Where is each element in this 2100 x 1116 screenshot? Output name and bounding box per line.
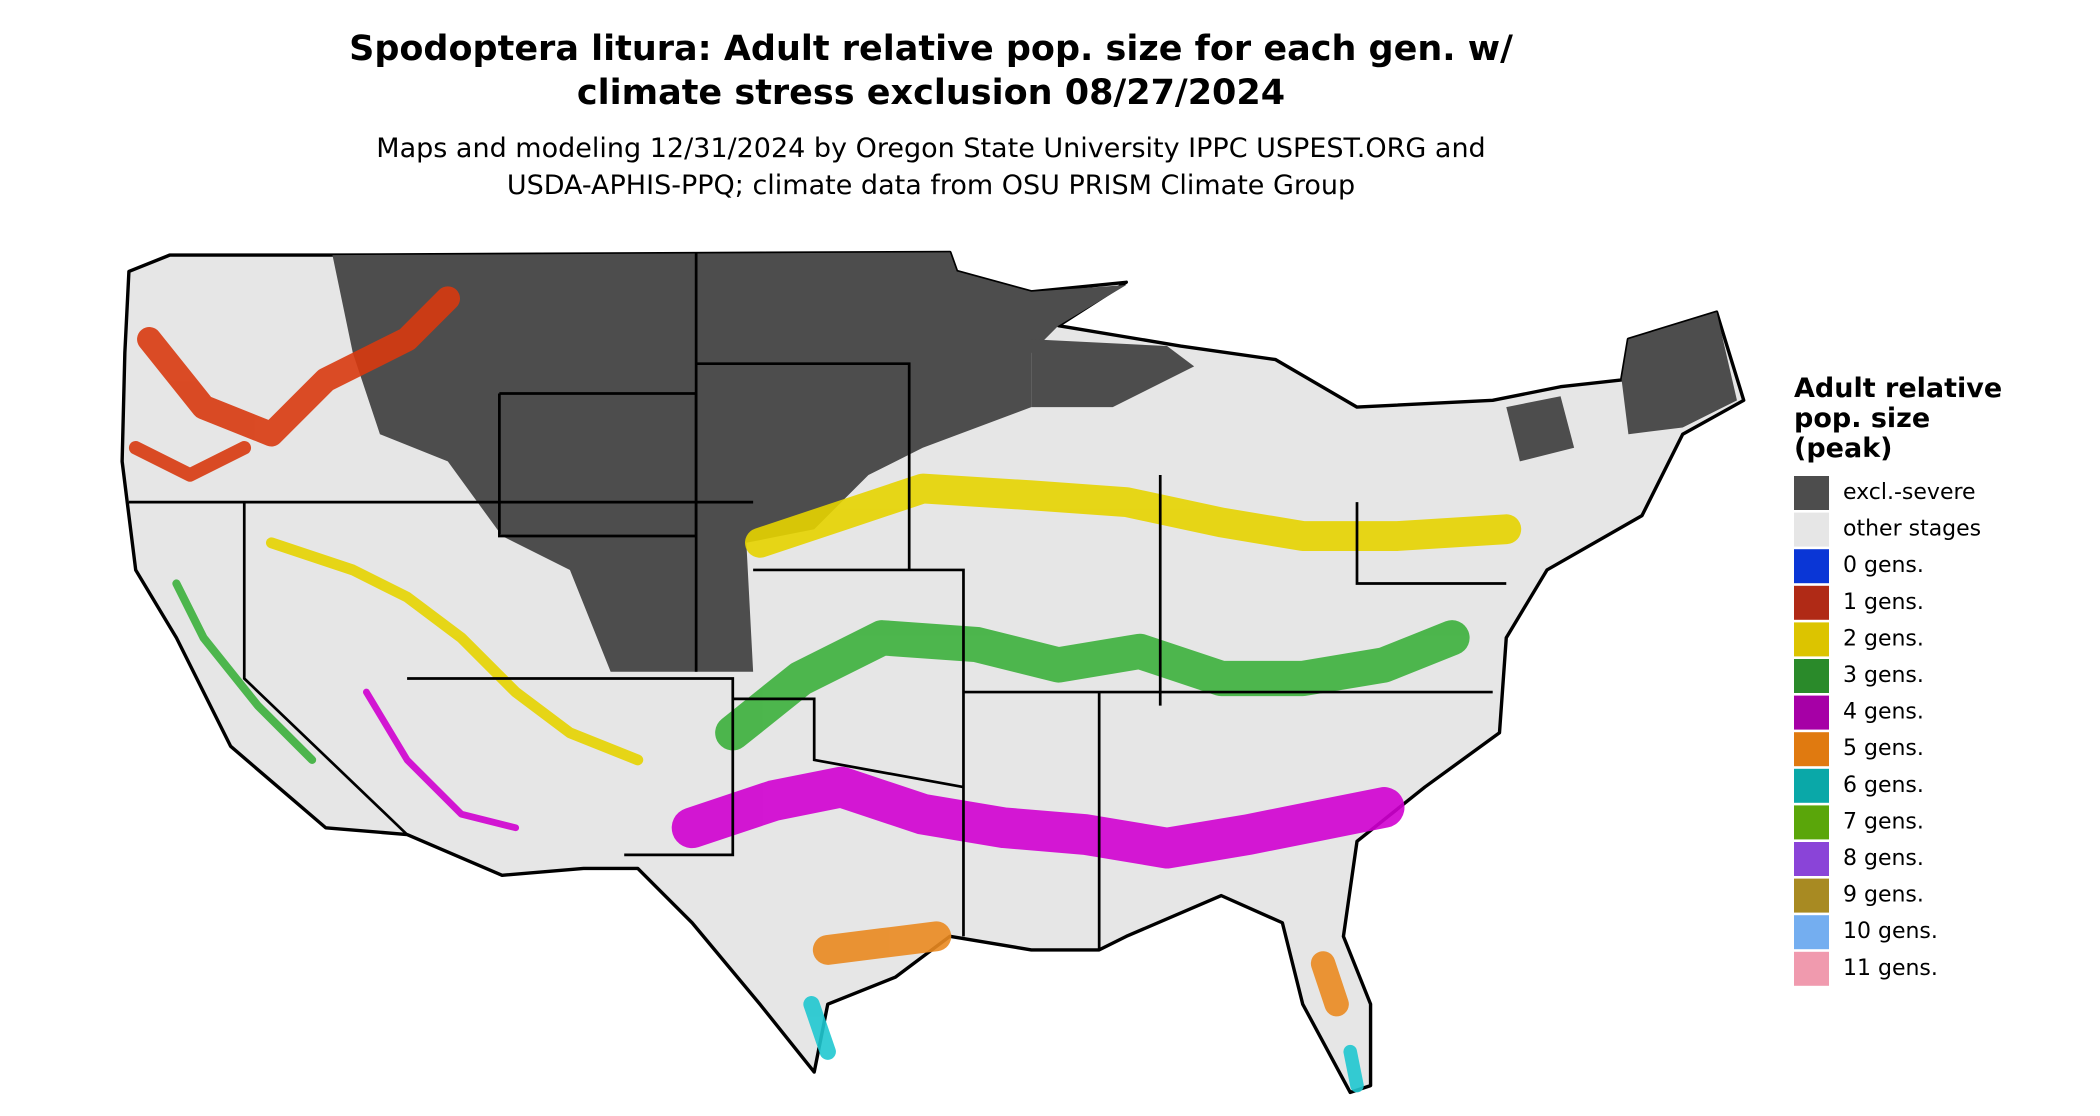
zone-4-gen bbox=[671, 766, 1405, 869]
zone-3-gen bbox=[172, 579, 317, 764]
border bbox=[407, 677, 735, 857]
zone-3-gen bbox=[715, 620, 1470, 751]
legend-label: 8 gens. bbox=[1843, 846, 1924, 871]
legend-swatch bbox=[1794, 512, 1829, 547]
legend-label: other stages bbox=[1843, 517, 1981, 542]
legend-label: 3 gens. bbox=[1843, 663, 1924, 688]
legend-swatch bbox=[1794, 695, 1829, 730]
zone-1-gen bbox=[137, 286, 461, 447]
state-borders bbox=[128, 252, 1507, 950]
legend-title-line: (peak) bbox=[1794, 433, 1893, 464]
zone-5-gen bbox=[812, 921, 952, 965]
zone-5-gen bbox=[1310, 951, 1349, 1017]
legend-label: 0 gens. bbox=[1843, 553, 1924, 578]
legend-title-line: pop. size bbox=[1794, 403, 1930, 434]
legend-swatch bbox=[1794, 768, 1829, 803]
zone-2-gen bbox=[265, 537, 644, 766]
title-line: climate stress exclusion 08/27/2024 bbox=[577, 73, 1285, 113]
legend-label: 9 gens. bbox=[1843, 883, 1924, 908]
zone-2-gen bbox=[744, 473, 1522, 558]
border bbox=[696, 362, 911, 570]
legend-title-line: Adult relative bbox=[1794, 373, 2002, 404]
legend-label: 1 gens. bbox=[1843, 590, 1924, 615]
legend-swatch bbox=[1794, 915, 1829, 950]
legend-label: excl.-severe bbox=[1843, 480, 1976, 505]
zone-1-gen bbox=[128, 441, 252, 482]
border bbox=[498, 392, 698, 538]
legend-swatch bbox=[1794, 549, 1829, 584]
legend-label: 10 gens. bbox=[1843, 919, 1938, 944]
generation-zones bbox=[128, 286, 1522, 1093]
legend-swatch bbox=[1794, 842, 1829, 876]
legend-label: 11 gens. bbox=[1843, 956, 1938, 981]
zone-6-gen bbox=[1343, 1044, 1364, 1093]
excluded-region bbox=[1031, 339, 1195, 408]
zone-6-gen bbox=[803, 996, 836, 1060]
border bbox=[1355, 502, 1507, 585]
excluded-region bbox=[1621, 312, 1737, 435]
border bbox=[753, 568, 965, 937]
zone-4-gen bbox=[362, 688, 520, 832]
legend-swatch bbox=[1794, 805, 1829, 840]
legend-swatch bbox=[1794, 659, 1829, 693]
subtitle-line: USDA-APHIS-PPQ; climate data from OSU PR… bbox=[507, 170, 1355, 201]
border bbox=[242, 502, 409, 836]
border bbox=[732, 697, 964, 789]
legend-label: 2 gens. bbox=[1843, 626, 1924, 651]
legend-swatch bbox=[1794, 476, 1829, 510]
legend-swatch bbox=[1794, 732, 1829, 767]
legend-label: 7 gens. bbox=[1843, 809, 1924, 834]
legend-label: 6 gens. bbox=[1843, 773, 1924, 798]
titles: Spodoptera litura: Adult relative pop. s… bbox=[349, 29, 1513, 201]
subtitle-line: Maps and modeling 12/31/2024 by Oregon S… bbox=[376, 133, 1485, 164]
legend-swatch bbox=[1794, 585, 1829, 620]
legend-label: 5 gens. bbox=[1843, 736, 1924, 761]
title-line: Spodoptera litura: Adult relative pop. s… bbox=[349, 29, 1513, 69]
legend-swatch bbox=[1794, 951, 1829, 986]
excluded-region bbox=[332, 252, 1127, 672]
legend-swatch bbox=[1794, 878, 1829, 913]
excluded-region bbox=[1506, 396, 1575, 462]
legend-label: 4 gens. bbox=[1843, 700, 1924, 725]
legend-swatch bbox=[1794, 622, 1829, 657]
map bbox=[120, 250, 1746, 1095]
